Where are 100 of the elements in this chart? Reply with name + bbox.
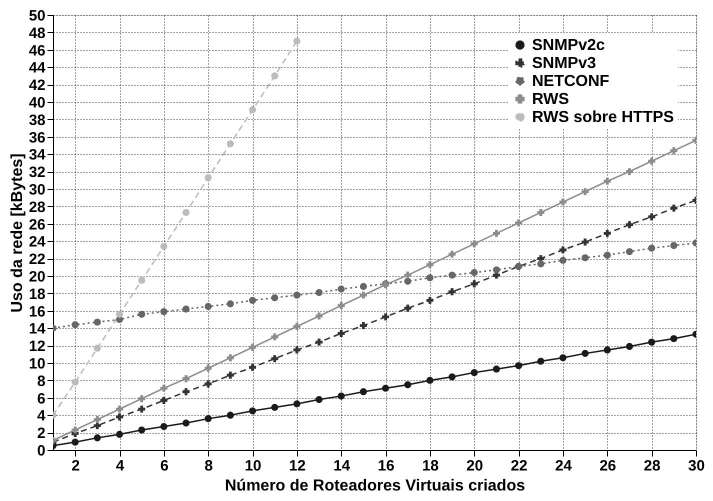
point <box>559 198 566 206</box>
point <box>94 434 101 442</box>
point <box>626 221 634 228</box>
y-tick-label: 22 <box>28 251 46 268</box>
point <box>604 230 611 237</box>
y-tick-label: 20 <box>28 268 46 286</box>
x-tick-label: 20 <box>466 458 484 474</box>
point <box>515 219 522 226</box>
point <box>226 372 234 379</box>
point <box>648 213 656 220</box>
x-tick-label: 16 <box>378 458 394 474</box>
point <box>604 252 611 259</box>
point <box>116 413 124 420</box>
legend-label: SNMPv2c <box>532 37 606 54</box>
y-tick-label: 32 <box>28 164 46 182</box>
point <box>582 350 589 357</box>
point <box>382 313 390 320</box>
point <box>182 420 190 427</box>
point <box>648 338 656 346</box>
x-tick-label: 14 <box>333 458 351 474</box>
y-tick-label: 26 <box>28 216 46 234</box>
point <box>470 240 478 248</box>
point <box>293 292 300 299</box>
point <box>72 378 79 386</box>
point <box>426 274 434 282</box>
point <box>360 292 367 299</box>
y-tick-label: 12 <box>28 338 46 356</box>
point <box>515 362 522 370</box>
point <box>249 106 256 114</box>
y-tick-label: 0 <box>37 442 46 460</box>
y-tick-label: 10 <box>28 356 46 372</box>
point <box>249 364 256 371</box>
y-tick-label: 8 <box>37 372 46 390</box>
point <box>226 140 234 148</box>
point <box>648 244 656 252</box>
point <box>559 256 566 264</box>
point <box>94 344 101 352</box>
point <box>204 380 212 388</box>
point <box>271 72 278 80</box>
point <box>226 354 234 362</box>
point <box>226 300 234 308</box>
x-tick-label: 26 <box>599 458 616 474</box>
point <box>404 304 412 312</box>
point <box>204 364 212 372</box>
point <box>293 38 300 45</box>
point <box>226 412 234 419</box>
y-tick-label: 38 <box>28 112 46 129</box>
point <box>138 276 146 284</box>
point <box>338 302 345 310</box>
point <box>559 246 566 254</box>
point <box>293 400 300 408</box>
x-tick-label: 24 <box>555 458 572 474</box>
point <box>72 426 79 434</box>
x-tick-label: 4 <box>116 458 125 474</box>
point <box>293 322 300 330</box>
point <box>204 174 212 182</box>
x-tick-label: 8 <box>204 458 213 474</box>
point <box>626 168 634 176</box>
point <box>72 438 79 446</box>
point <box>160 396 168 404</box>
point <box>670 204 678 212</box>
point <box>94 416 101 424</box>
point <box>448 373 456 380</box>
x-tick-label: 22 <box>510 458 528 474</box>
point <box>338 330 345 337</box>
point <box>204 415 212 422</box>
legend-label: RWS sobre HTTPS <box>532 109 674 126</box>
point <box>582 188 589 196</box>
legend-label: RWS <box>532 91 570 108</box>
point <box>382 384 390 392</box>
point <box>116 310 124 318</box>
point <box>670 335 678 342</box>
point <box>470 369 478 376</box>
y-tick-label: 2 <box>37 425 46 442</box>
point <box>94 422 101 430</box>
point <box>582 254 589 262</box>
y-tick-label: 42 <box>28 77 46 94</box>
y-tick-label: 30 <box>28 182 46 198</box>
x-tick-label: 18 <box>422 458 439 474</box>
point <box>249 296 256 304</box>
y-tick-label: 24 <box>28 234 46 251</box>
point <box>204 302 212 310</box>
y-tick-label: 18 <box>28 286 46 303</box>
point <box>537 260 544 268</box>
point <box>138 406 146 413</box>
y-tick-label: 40 <box>28 94 46 112</box>
point <box>470 280 478 288</box>
point <box>138 426 146 434</box>
point <box>448 288 456 296</box>
point <box>492 366 500 373</box>
y-tick-label: 48 <box>28 24 46 42</box>
point <box>94 318 101 326</box>
point <box>537 208 544 216</box>
point <box>72 321 79 328</box>
y-tick-label: 44 <box>28 60 46 77</box>
point <box>316 312 323 320</box>
x-tick-label: 28 <box>644 458 660 474</box>
point <box>648 158 656 165</box>
point <box>448 250 456 258</box>
point <box>160 308 168 316</box>
